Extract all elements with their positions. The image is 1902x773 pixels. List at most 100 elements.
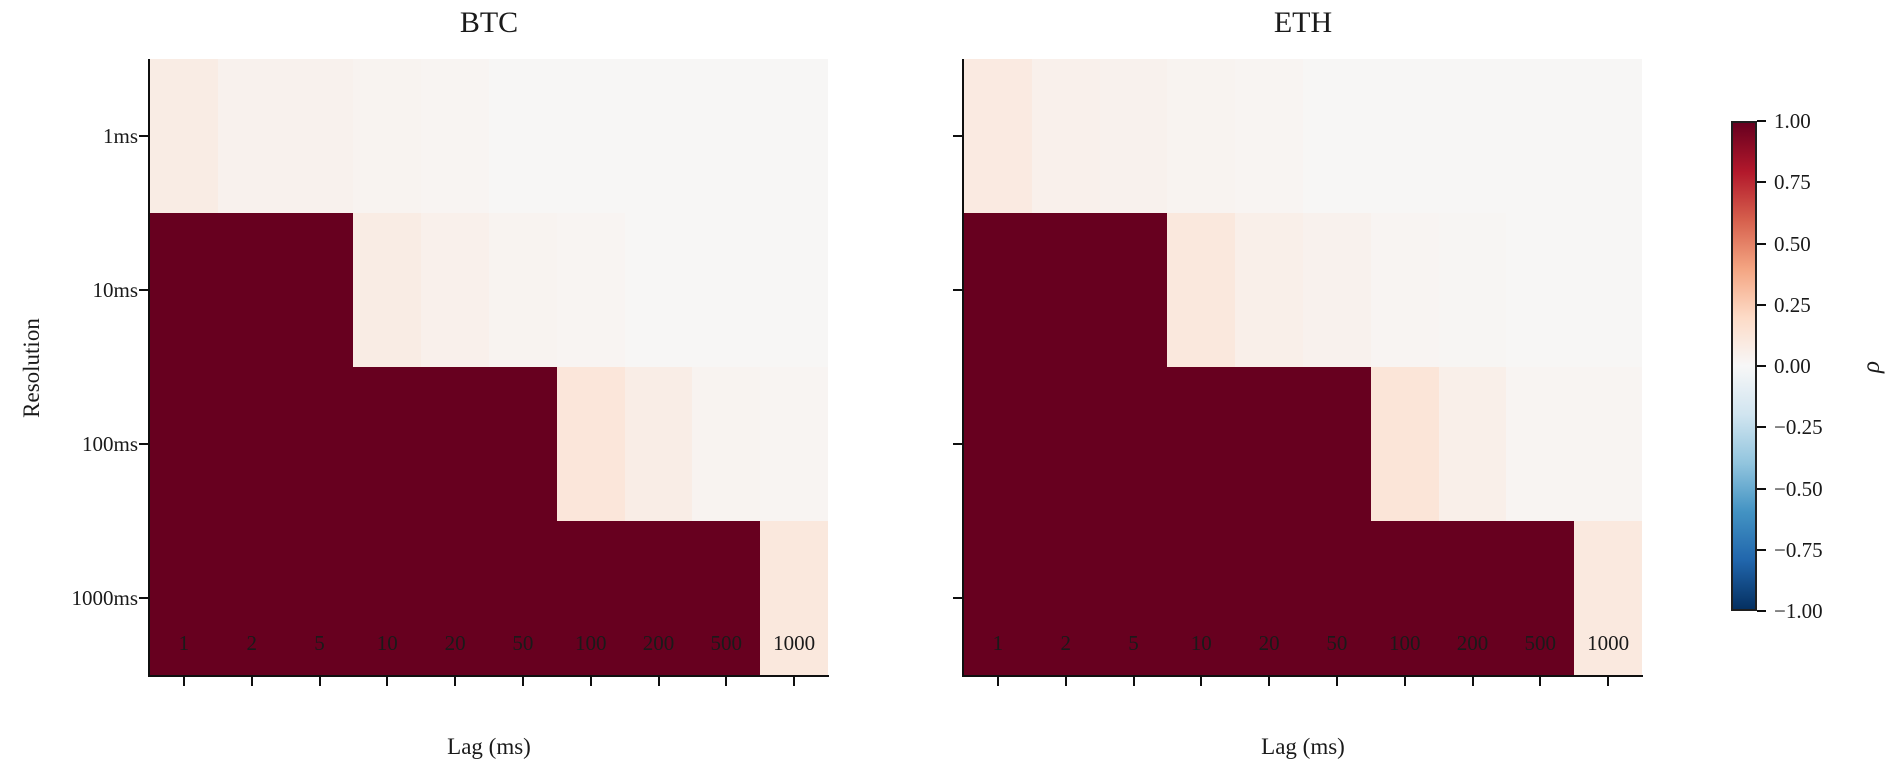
x-tick-mark	[182, 677, 185, 686]
y-tick-label: 1ms	[102, 124, 138, 148]
heatmap-cell	[218, 213, 286, 367]
heatmap-cell	[421, 213, 489, 367]
heatmap-cell	[625, 521, 692, 675]
heatmap-cell	[692, 521, 760, 675]
colorbar-tick-label: −1.00	[1774, 599, 1823, 623]
x-tick-mark	[1132, 677, 1135, 686]
x-tick-label: 1000	[1587, 631, 1630, 655]
heatmap-cell	[421, 367, 489, 521]
heatmap-cell	[421, 59, 489, 213]
x-tick-label: 50	[512, 631, 534, 655]
heatmap-cell	[150, 367, 218, 521]
heatmap-cell	[1506, 59, 1574, 213]
axis-spine-bottom	[962, 675, 1643, 677]
heatmap-cell	[1574, 367, 1642, 521]
x-tick-label: 5	[314, 631, 325, 655]
heatmap-cell	[1303, 367, 1371, 521]
heatmap-cell	[1371, 521, 1439, 675]
x-tick-label: 10	[1190, 631, 1212, 655]
x-tick-label: 200	[642, 631, 675, 655]
heatmap-cell	[218, 367, 286, 521]
colorbar-tick-label: −0.25	[1774, 415, 1823, 440]
x-tick-mark	[793, 677, 796, 686]
x-tick-mark	[521, 677, 524, 686]
x-tick-label: 100	[574, 631, 607, 655]
heatmap-cell	[1167, 521, 1235, 675]
colorbar-tick-label: −0.50	[1774, 476, 1823, 501]
heatmap-cell	[353, 59, 421, 213]
heatmap-panel-eth: ETH Lag (ms) 1 2 5 10 20 50 100 200 500 1000	[953, 0, 1643, 773]
x-tick-mark	[996, 677, 999, 686]
heatmap-cell	[964, 213, 1032, 367]
y-tick-label: 100ms	[81, 432, 138, 456]
heatmap-cell	[760, 521, 828, 675]
y-tick-mark	[139, 289, 148, 291]
heatmap-cell	[1100, 367, 1167, 521]
colorbar-tick-mark	[1757, 120, 1766, 122]
heatmap-cell	[964, 59, 1032, 213]
heatmap-cell	[760, 59, 828, 213]
x-tick-mark	[589, 677, 592, 686]
heatmap-cell	[1235, 59, 1303, 213]
colorbar-gradient	[1731, 121, 1757, 611]
x-tick-mark	[454, 677, 457, 686]
heatmap-cell	[625, 367, 692, 521]
heatmap-cell	[218, 521, 286, 675]
heatmap-cell	[1439, 367, 1506, 521]
y-tick-mark	[953, 135, 962, 137]
heatmap-cell	[286, 59, 353, 213]
heatmap-cell	[353, 367, 421, 521]
heatmap-cells	[964, 59, 1642, 675]
x-tick-mark	[386, 677, 389, 686]
colorbar-tick-mark	[1757, 242, 1766, 245]
x-tick-label: 5	[1128, 631, 1139, 655]
heatmap-cell	[1371, 59, 1439, 213]
x-tick-label: 100	[1388, 631, 1421, 655]
heatmap-cell	[1100, 59, 1167, 213]
x-axis-label: Lag (ms)	[1261, 734, 1345, 759]
x-tick-label: 500	[1524, 631, 1557, 655]
x-tick-label: 2	[246, 631, 257, 655]
heatmap-cell	[1032, 521, 1100, 675]
x-tick-label: 200	[1456, 631, 1489, 655]
heatmap-cell	[150, 213, 218, 367]
x-tick-mark	[1607, 677, 1610, 686]
axis-spine-left	[962, 59, 964, 677]
heatmap-cell	[557, 521, 625, 675]
heatmap-cell	[421, 521, 489, 675]
heatmap-cell	[150, 59, 218, 213]
x-tick-label: 50	[1326, 631, 1348, 655]
colorbar-tick-mark	[1757, 426, 1766, 429]
x-tick-mark	[1064, 677, 1067, 686]
heatmap-cell	[1574, 521, 1642, 675]
heatmap-cell	[692, 367, 760, 521]
x-tick-mark	[725, 677, 728, 686]
y-tick-label: 1000ms	[71, 586, 138, 610]
colorbar-tick-mark	[1757, 365, 1766, 367]
colorbar-tick-label: 1.00	[1774, 109, 1811, 133]
x-tick-label: 2	[1060, 631, 1071, 655]
heatmap-cell	[1235, 213, 1303, 367]
heatmap-cell	[489, 59, 557, 213]
heatmap-cell	[1303, 213, 1371, 367]
y-axis-label: Resolution	[19, 318, 44, 418]
x-tick-mark	[318, 677, 321, 686]
heatmap-cell	[489, 521, 557, 675]
colorbar-tick-label: 0.50	[1774, 231, 1811, 256]
panel-title: BTC	[459, 6, 519, 39]
heatmap-cell	[489, 213, 557, 367]
x-tick-mark	[1335, 677, 1338, 686]
x-tick-label: 10	[376, 631, 398, 655]
heatmap-panel-btc: BTC Lag (ms) 1 2 5 10 20 50 100 200 500 1000 1ms 10…	[71, 0, 829, 773]
x-tick-mark	[1200, 677, 1203, 686]
heatmap-cell	[1032, 213, 1100, 367]
heatmap-cell	[353, 213, 421, 367]
x-tick-mark	[1268, 677, 1271, 686]
heatmap-cells	[150, 59, 828, 675]
plot-area	[953, 59, 1643, 686]
heatmap-cell	[218, 59, 286, 213]
colorbar-tick-mark	[1757, 487, 1766, 490]
heatmap-cell	[1574, 59, 1642, 213]
heatmap-cell	[1167, 367, 1235, 521]
y-tick-mark	[139, 597, 148, 599]
